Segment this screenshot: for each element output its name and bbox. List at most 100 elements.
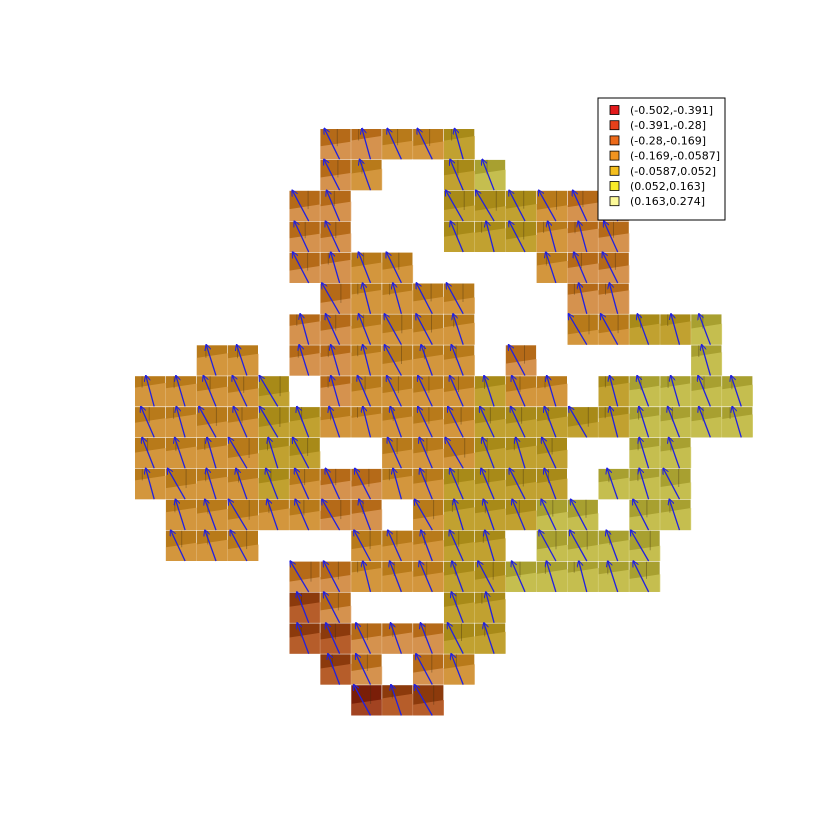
tile [320,561,352,592]
tile [505,407,537,438]
direction-arrow [542,437,557,469]
tile [320,592,352,623]
direction-arrow [639,437,650,469]
tile [598,468,630,500]
tile [227,438,259,469]
direction-arrow [451,654,464,685]
direction-arrow [671,314,681,345]
direction-arrow [360,159,372,191]
tile [444,407,475,438]
tile [413,407,444,438]
tile [536,252,568,283]
direction-arrow [229,437,248,469]
direction-arrow [609,283,619,314]
tile [413,468,444,500]
tile [629,314,661,345]
direction-arrow [266,468,279,500]
direction-arrow [268,437,279,469]
tile [660,438,692,469]
direction-arrow [146,468,155,500]
direction-arrow [420,623,433,654]
tile [474,376,506,407]
direction-arrow [327,190,341,222]
direction-arrow [421,530,433,562]
direction-arrow [419,561,433,593]
direction-arrow [452,561,464,593]
tile [351,499,383,531]
direction-arrow [578,221,588,253]
direction-arrow [297,592,310,624]
tile [536,499,568,531]
tile [444,654,475,685]
direction-arrow [386,252,402,284]
tile [444,499,475,531]
direction-arrow [176,376,186,407]
legend-swatch [609,181,620,191]
legend-item: (-0.169,-0.0587] [609,150,720,163]
tile [474,623,506,654]
direction-arrow [325,221,341,253]
direction-arrow [329,407,341,438]
tile [351,654,383,685]
direction-arrow [702,345,712,376]
tile [258,468,290,500]
legend-item: (0.052,0.163] [609,180,705,193]
tile [660,407,692,438]
direction-arrow [485,530,495,562]
tile [289,438,321,469]
direction-arrow [355,468,372,500]
tile [505,221,537,252]
legend-label: (-0.0587,0.052] [630,165,716,178]
tile [536,561,568,592]
direction-arrow [606,530,619,562]
tile [660,376,692,407]
tile [598,221,630,252]
direction-arrow [141,407,155,438]
tile [289,623,321,654]
tile [444,159,475,191]
tile [165,438,197,469]
direction-arrow [363,283,372,314]
tile [691,407,723,438]
direction-arrow [639,468,650,500]
tile [351,252,383,283]
tile [196,530,228,561]
tile [135,407,166,438]
tile [722,376,753,407]
tile [444,623,475,654]
tile [444,345,475,376]
direction-arrow [324,128,341,160]
direction-arrow [486,221,495,253]
tile [444,592,475,623]
tile [536,530,568,561]
tile [196,438,228,469]
direction-arrow [206,345,217,376]
tile [413,129,444,160]
tile [382,561,414,592]
tile [320,314,352,345]
direction-arrow [446,190,464,222]
tile [289,221,321,252]
tile [196,499,228,531]
direction-arrow [293,437,310,469]
direction-arrow [203,376,217,407]
direction-arrow [384,314,402,346]
direction-arrow [602,252,619,284]
tile [598,561,630,592]
direction-arrow [228,499,248,531]
direction-arrow [418,376,433,407]
tile [722,407,753,438]
direction-arrow [260,407,279,438]
direction-arrow [548,221,557,253]
tile [413,561,444,592]
tile [258,376,290,407]
tile [505,345,537,376]
tile [258,499,290,531]
tile [629,376,661,407]
direction-arrow [516,437,526,469]
legend-label: (0.052,0.163] [630,180,705,193]
direction-arrow [205,530,217,562]
tile [227,345,259,376]
direction-arrow [293,252,310,284]
direction-arrow [175,499,186,531]
